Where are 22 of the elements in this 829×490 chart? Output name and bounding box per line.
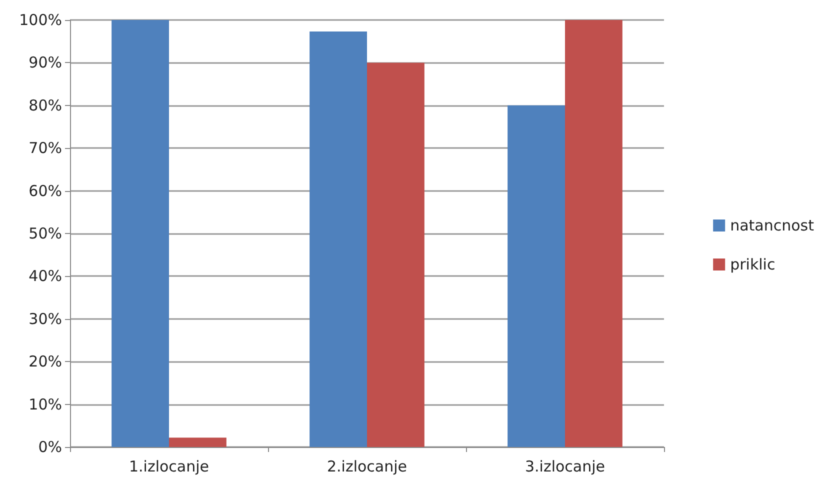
bar [169, 438, 226, 447]
bar [310, 32, 367, 447]
y-tick-label: 40% [28, 267, 62, 286]
y-tick-label: 30% [28, 310, 62, 328]
y-tick-label: 70% [28, 139, 62, 158]
y-tick-label: 20% [28, 352, 62, 371]
y-tick-label: 0% [38, 438, 62, 456]
legend-label: priklic [730, 256, 776, 274]
y-tick-label: 10% [28, 395, 62, 414]
y-tick-label: 50% [28, 224, 62, 242]
x-tick-label: 2.izlocanje [326, 458, 408, 476]
x-tick-label: 3.izlocanje [524, 458, 606, 476]
legend-label: natancnost [730, 216, 814, 234]
y-tick-label: 60% [28, 182, 62, 200]
bar [565, 20, 622, 447]
bar [112, 20, 169, 447]
x-tick-label: 1.izlocanje [128, 458, 210, 476]
y-tick-label: 90% [28, 54, 62, 72]
y-tick-label: 100% [19, 11, 62, 29]
bar [508, 105, 565, 447]
y-tick-label: 80% [28, 96, 62, 114]
bar [367, 62, 424, 447]
